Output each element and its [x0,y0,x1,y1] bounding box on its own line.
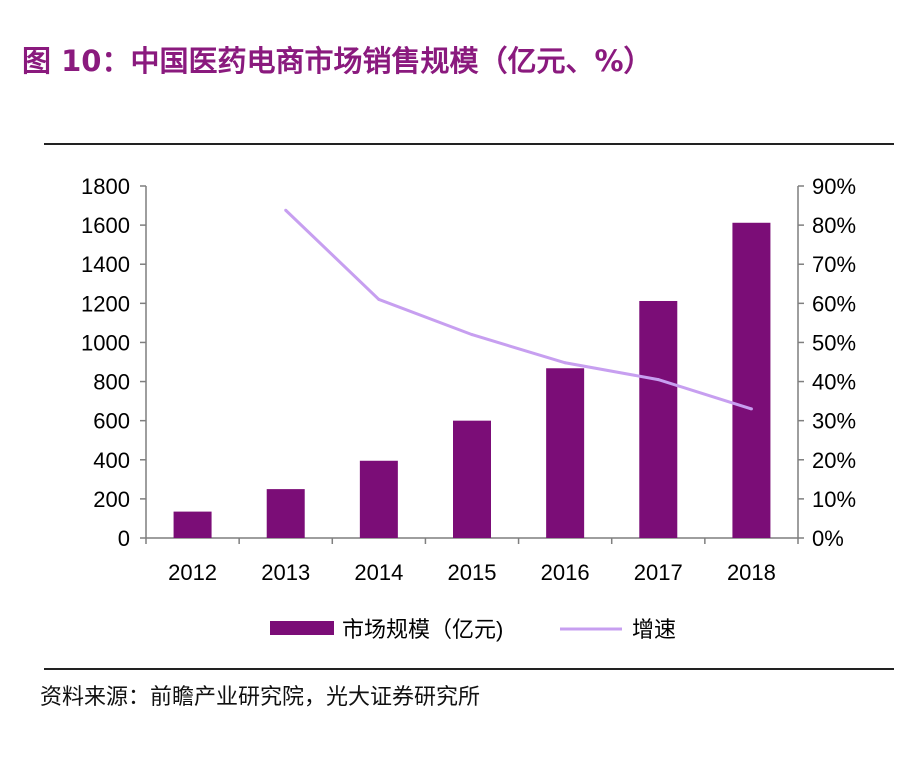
growth-point-2016 [563,361,567,365]
legend-bar-swatch [270,621,334,635]
x-tick-label: 2016 [541,560,590,585]
legend-bar-label: 市场规模（亿元) [342,617,503,642]
left-tick-label: 1000 [81,330,130,355]
growth-point-2013 [284,208,288,212]
chart-area: 0 200 400 600 800 1000 1200 1400 1600 1800 0% 10% 20… [81,174,856,642]
right-tick-label: 60% [812,291,856,316]
left-tick-label: 200 [93,487,130,512]
right-tick-label: 0% [812,526,844,551]
right-tick-label: 30% [812,409,856,434]
left-tick-label: 1200 [81,291,130,316]
growth-point-2015 [470,333,474,337]
x-tick-label: 2015 [448,560,497,585]
left-tick-label: 1400 [81,252,130,277]
x-tick-label: 2014 [354,560,403,585]
right-tick-label: 10% [812,487,856,512]
growth-point-2018 [749,407,753,411]
x-tick-label: 2012 [168,560,217,585]
left-tick-label: 1600 [81,213,130,238]
left-tick-label: 1800 [81,174,130,199]
left-tick-label: 600 [93,409,130,434]
x-tick-label: 2013 [261,560,310,585]
bar-2016 [546,368,585,538]
right-tick-label: 90% [812,174,856,199]
right-tick-label: 20% [812,448,856,473]
top-divider [44,143,894,145]
x-tick-label: 2018 [727,560,776,585]
source-note: 资料来源：前瞻产业研究院，光大证券研究所 [40,685,481,710]
right-tick-label: 40% [812,370,856,395]
right-tick-label: 70% [812,252,856,277]
right-tick-label: 80% [812,213,856,238]
right-tick-label: 50% [812,330,856,355]
growth-point-2014 [377,297,381,301]
left-tick-label: 400 [93,448,130,473]
bar-2012 [173,511,212,538]
growth-point-2017 [656,378,660,382]
growth-line [284,209,752,411]
bottom-divider [44,668,894,670]
x-tick-label: 2017 [634,560,683,585]
chart-title: 图 10：中国医药电商市场销售规模（亿元、%） [22,44,653,78]
legend-line-label: 增速 [632,617,676,642]
bar-2014 [359,460,398,538]
bar-2018 [732,222,771,538]
bar-2015 [453,420,491,538]
left-tick-label: 800 [93,370,130,395]
left-tick-label: 0 [118,526,130,551]
bar-2013 [266,489,305,538]
bar-2017 [639,300,678,538]
